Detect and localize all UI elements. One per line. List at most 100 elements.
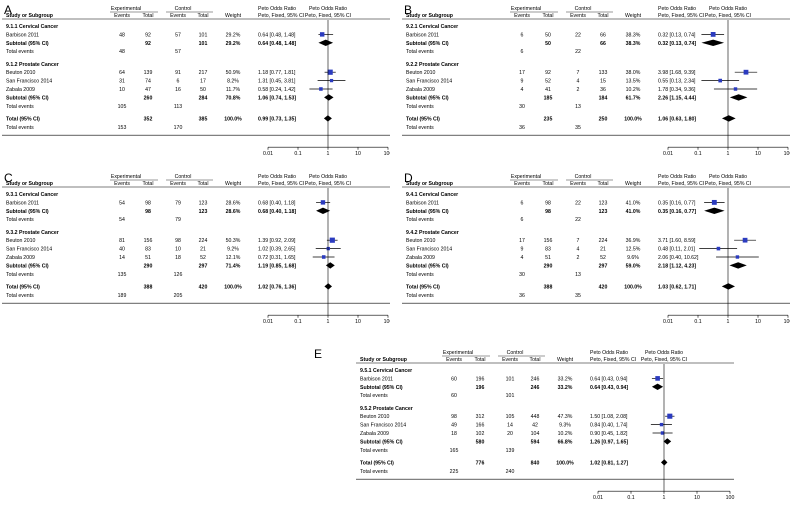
row-label: 9.4.1 Cervical Cancer (406, 192, 458, 198)
cell-or-ci: 1.19 [0.85, 1.68] (258, 263, 296, 269)
header-or-sub: Peto, Fixed, 95% CI (658, 181, 704, 187)
header-or-sub: Peto, Fixed, 95% CI (258, 13, 304, 19)
header-control: Control (175, 174, 192, 180)
cell-exp-events: 30 (519, 272, 525, 278)
cell-or-ci: 1.03 [0.62, 1.71] (658, 284, 696, 290)
row-label: Beuton 2010 (406, 70, 436, 76)
cell-or-ci: 2.26 [1.15, 4.44] (658, 95, 696, 101)
row-label: Total (95% CI) (406, 284, 440, 290)
plot-header-sub: Peto, Fixed, 95% CI (705, 181, 751, 187)
cell-ctl-events: 35 (575, 293, 581, 299)
cell-ctl-total: 385 (199, 116, 208, 122)
study-marker (711, 199, 717, 205)
cell-exp-events: 6 (521, 217, 524, 223)
header-or: Peto Odds Ratio (258, 6, 296, 12)
cell-or-ci: 0.35 [0.16, 0.77] (658, 200, 696, 206)
header-or: Peto Odds Ratio (590, 350, 628, 356)
header-study: Study or Subgroup (6, 181, 53, 187)
cell-ctl-events: 57 (175, 49, 181, 55)
row-label: San Francisco 2014 (406, 79, 452, 85)
x-tick-label: 1 (327, 151, 330, 157)
cell-or-ci: 2.06 [0.40, 10.62] (658, 255, 699, 261)
cell-exp-total: 92 (545, 70, 551, 76)
cell-ctl-total: 840 (531, 460, 540, 466)
row-label: Subtotal (95% CI) (360, 385, 403, 391)
cell-exp-events: 64 (119, 70, 125, 76)
cell-or-ci: 1.50 [1.08, 2.08] (590, 414, 628, 420)
cell-or-ci: 0.32 [0.13, 0.74] (658, 32, 696, 38)
forest-panel-svg: C Experimental Control Study or Subgroup Eve… (2, 171, 392, 325)
row-label: Subtotal (95% CI) (6, 263, 49, 269)
cell-weight: 33.2% (558, 376, 573, 382)
x-tick-label: 0.01 (663, 151, 673, 157)
x-tick-label: 10 (355, 319, 361, 325)
cell-ctl-events: 13 (575, 272, 581, 278)
study-marker (660, 431, 665, 435)
cell-or-ci: 1.78 [0.34, 9.36] (658, 87, 696, 93)
cell-ctl-total: 52 (600, 255, 606, 261)
summary-diamond (318, 39, 334, 46)
cell-ctl-events: 170 (174, 125, 183, 131)
cell-exp-total: 74 (145, 79, 151, 85)
x-tick-label: 100 (784, 319, 790, 325)
cell-ctl-events: 79 (175, 200, 181, 206)
cell-weight: 38.3% (626, 41, 641, 47)
cell-weight: 13.5% (626, 79, 641, 85)
cell-exp-total: 41 (545, 87, 551, 93)
header-control: Control (575, 174, 592, 180)
cell-exp-events: 9 (521, 79, 524, 85)
row-label: Total events (6, 217, 34, 223)
panel-letter: D (404, 171, 413, 185)
study-marker (655, 376, 660, 381)
cell-or-ci: 0.72 [0.31, 1.65] (258, 255, 296, 261)
x-tick-label: 1 (327, 319, 330, 325)
row-label: San Francisco 2014 (6, 247, 52, 253)
cell-weight: 29.2% (226, 41, 241, 47)
cell-exp-events: 17 (519, 238, 525, 244)
study-marker (735, 255, 740, 259)
cell-or-ci: 1.02 [0.81, 1.27] (590, 460, 628, 466)
cell-ctl-events: 22 (575, 200, 581, 206)
header-study: Study or Subgroup (6, 13, 53, 19)
row-label: Total (95% CI) (6, 116, 40, 122)
cell-exp-total: 260 (144, 95, 153, 101)
study-marker (733, 87, 738, 91)
study-marker (327, 69, 333, 75)
row-label: Zabala 2009 (406, 87, 435, 93)
summary-diamond (324, 94, 334, 101)
header-weight: Weight (557, 357, 574, 363)
cell-ctl-total: 123 (199, 200, 208, 206)
cell-ctl-events: 91 (175, 70, 181, 76)
study-marker (667, 413, 673, 419)
header-control: Control (575, 6, 592, 12)
x-tick-label: 0.01 (663, 319, 673, 325)
study-marker (321, 255, 326, 259)
cell-or-ci: 0.32 [0.13, 0.74] (658, 41, 696, 47)
row-label: Subtotal (95% CI) (406, 41, 449, 47)
summary-diamond (721, 115, 736, 122)
row-label: 9.1.2 Prostate Cancer (6, 62, 59, 68)
cell-or-ci: 2.18 [1.12, 4.23] (658, 263, 696, 269)
cell-exp-events: 14 (119, 255, 125, 261)
cell-ctl-events: 2 (577, 87, 580, 93)
cell-exp-total: 52 (545, 79, 551, 85)
cell-ctl-total: 420 (599, 284, 608, 290)
panel-letter: E (314, 347, 322, 361)
cell-ctl-events: 2 (577, 255, 580, 261)
cell-ctl-events: 10 (175, 247, 181, 253)
x-tick-label: 1 (727, 319, 730, 325)
plot-header-sub: Peto, Fixed, 95% CI (305, 181, 351, 187)
cell-or-ci: 0.64 [0.48, 1.48] (258, 41, 296, 47)
row-label: Total events (360, 393, 388, 399)
cell-weight: 100.0% (556, 460, 574, 466)
cell-ctl-events: 22 (575, 32, 581, 38)
x-tick-label: 10 (755, 319, 761, 325)
header-exp-events: Events (514, 181, 530, 187)
x-tick-label: 10 (755, 151, 761, 157)
cell-exp-events: 4 (521, 87, 524, 93)
cell-ctl-total: 17 (200, 79, 206, 85)
header-study: Study or Subgroup (406, 181, 453, 187)
cell-weight: 38.0% (626, 70, 641, 76)
study-marker (710, 32, 716, 37)
cell-ctl-total: 15 (600, 79, 606, 85)
